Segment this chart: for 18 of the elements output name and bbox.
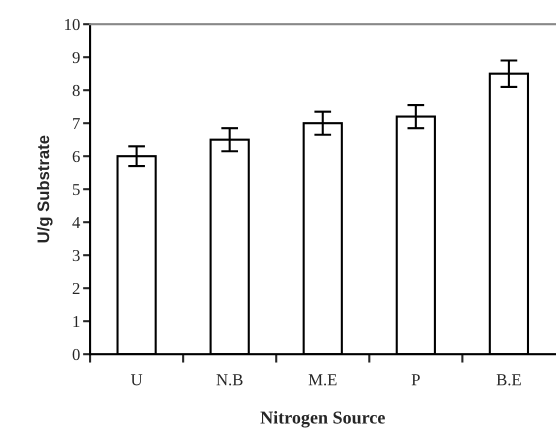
x-tick-label: U bbox=[130, 374, 142, 386]
y-tick-label: 1 bbox=[73, 316, 80, 327]
y-tick-label: 7 bbox=[73, 118, 80, 129]
y-tick-label: 2 bbox=[72, 282, 80, 294]
y-axis-title: U/g Substrate bbox=[36, 136, 53, 242]
y-tick-label: 3 bbox=[72, 250, 80, 262]
x-tick-label: B.E bbox=[496, 374, 521, 386]
x-tick-label: N.B bbox=[216, 374, 243, 386]
y-tick-label: 8 bbox=[72, 84, 80, 96]
y-tick-label: 9 bbox=[72, 52, 80, 64]
x-tick-label: M.E bbox=[308, 374, 337, 386]
x-tick-label: P bbox=[412, 374, 420, 386]
y-tick-label: 5 bbox=[72, 184, 80, 196]
x-axis-title: Nitrogen Source bbox=[260, 410, 385, 428]
y-tick-label: 4 bbox=[72, 217, 80, 228]
y-tick-label: 6 bbox=[72, 150, 80, 162]
y-tick-label: 10 bbox=[65, 18, 80, 30]
y-tick-label: 0 bbox=[72, 348, 80, 360]
